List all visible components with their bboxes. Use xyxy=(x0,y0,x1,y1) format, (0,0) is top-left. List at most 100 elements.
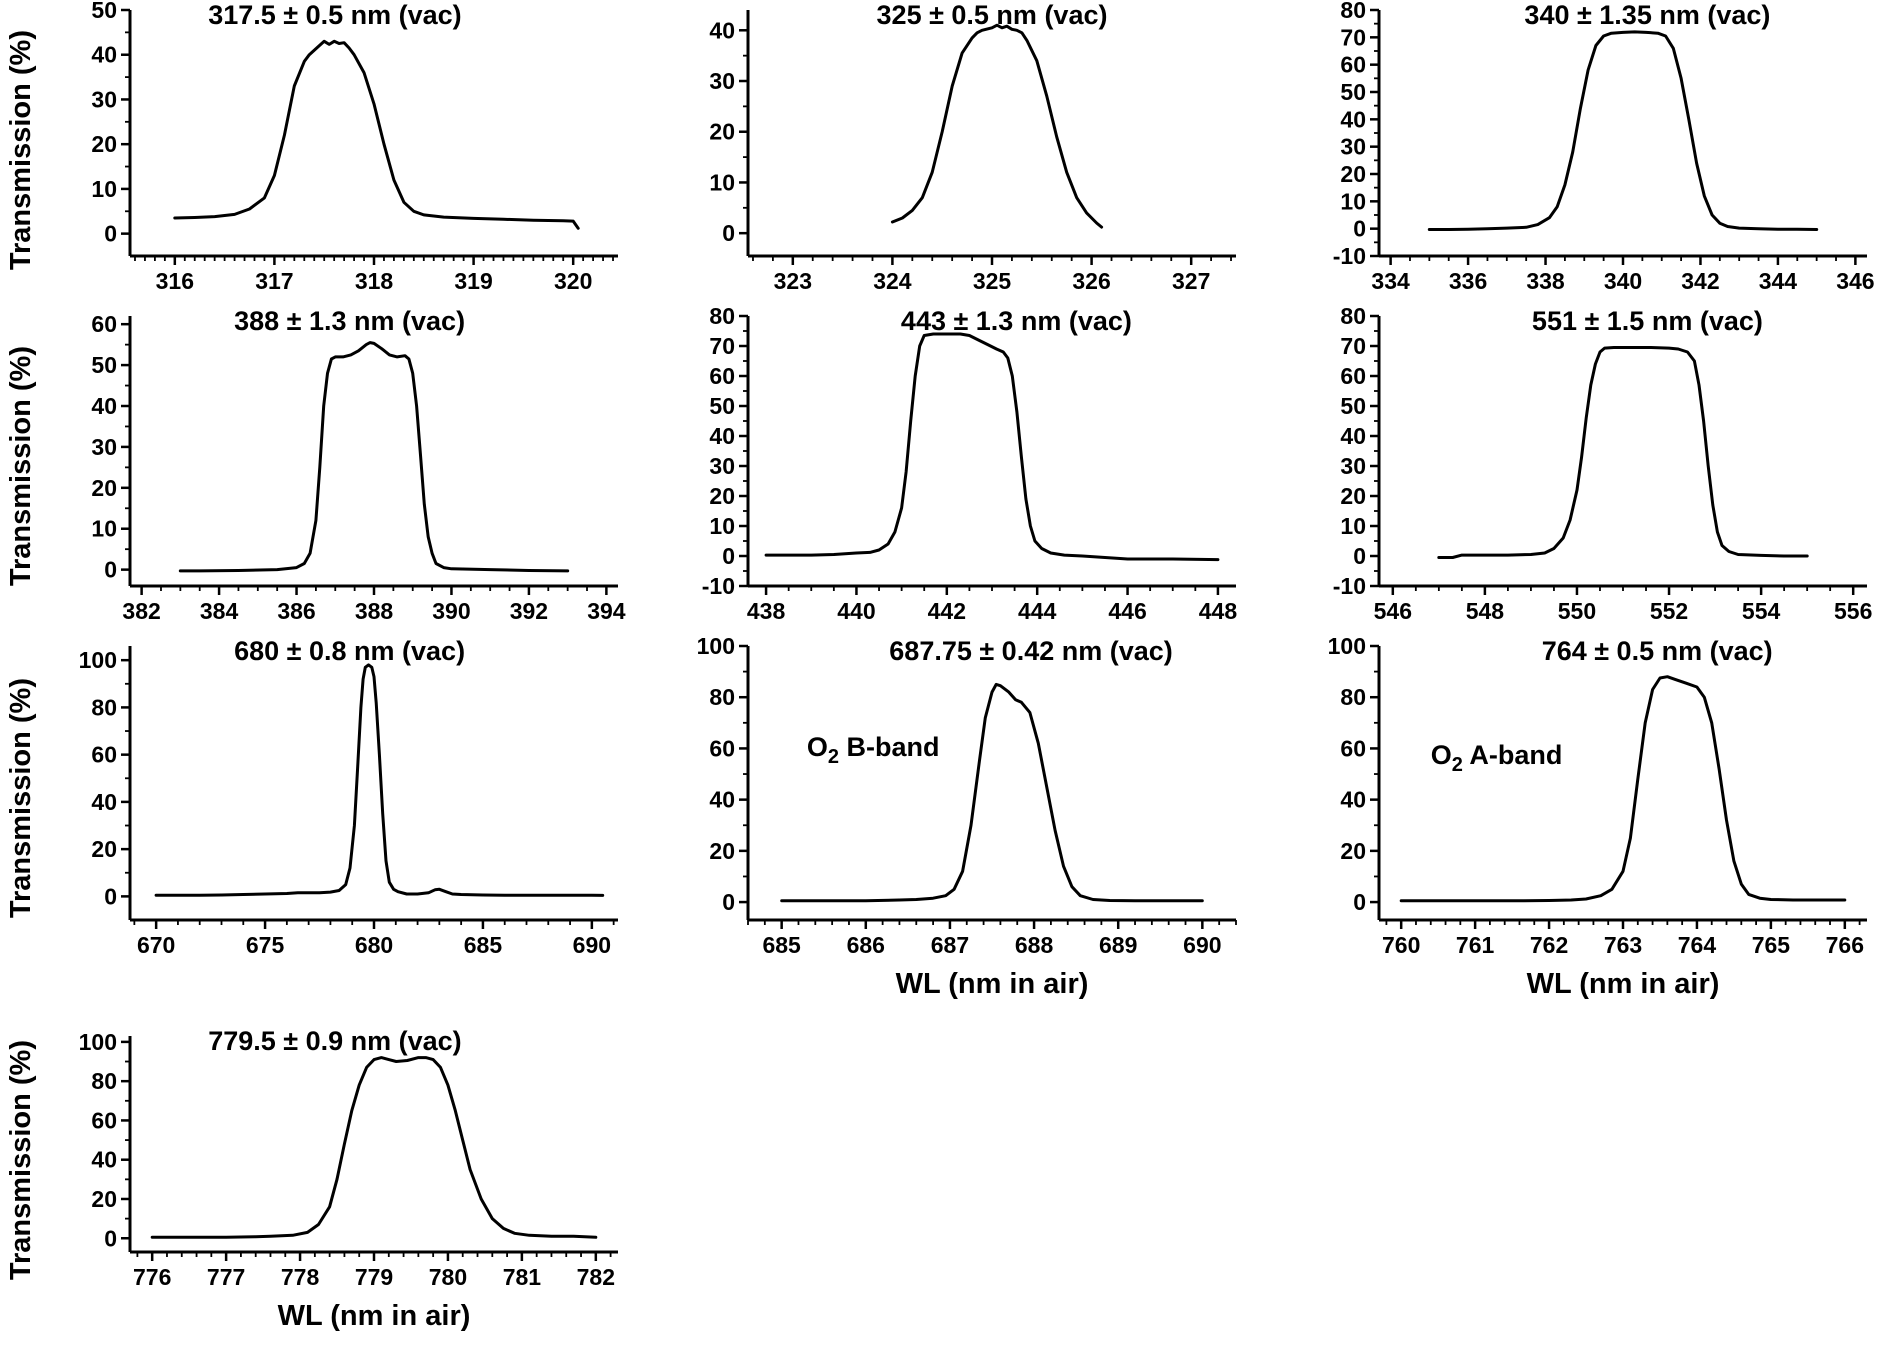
svg-text:30: 30 xyxy=(91,86,117,112)
chart-title: 443 ± 1.3 nm (vac) xyxy=(901,306,1132,336)
svg-text:80: 80 xyxy=(1340,303,1366,329)
svg-text:-10: -10 xyxy=(702,573,735,599)
svg-text:386: 386 xyxy=(277,598,315,624)
svg-text:10: 10 xyxy=(709,513,735,539)
svg-text:0: 0 xyxy=(104,221,117,247)
svg-text:40: 40 xyxy=(91,42,117,68)
svg-text:60: 60 xyxy=(709,363,735,389)
svg-text:342: 342 xyxy=(1681,268,1719,294)
chart-title: 317.5 ± 0.5 nm (vac) xyxy=(208,0,461,30)
svg-text:60: 60 xyxy=(1340,363,1366,389)
plot-cell-340: 334 336 338 340 342 344 346 -10 0 10 20 30 40 50 60 70 8… xyxy=(1263,0,1894,302)
svg-text:-10: -10 xyxy=(1333,243,1366,269)
svg-text:762: 762 xyxy=(1530,932,1568,958)
svg-text:40: 40 xyxy=(1340,106,1366,132)
svg-text:320: 320 xyxy=(554,268,592,294)
svg-text:100: 100 xyxy=(697,633,735,659)
svg-text:552: 552 xyxy=(1650,598,1688,624)
svg-text:675: 675 xyxy=(246,932,285,958)
svg-text:338: 338 xyxy=(1526,268,1565,294)
svg-text:394: 394 xyxy=(587,598,626,624)
chart-title: 680 ± 0.8 nm (vac) xyxy=(234,636,465,666)
svg-text:0: 0 xyxy=(722,889,735,915)
svg-text:50: 50 xyxy=(709,393,735,419)
svg-text:550: 550 xyxy=(1558,598,1596,624)
svg-text:20: 20 xyxy=(1340,483,1366,509)
svg-text:0: 0 xyxy=(104,883,117,909)
chart-779-svg: 776 777 778 779 780 781 782 0 20 40 60 80 100 779.5 ±… xyxy=(79,1026,618,1290)
chart-317-svg: 316 317 318 319 320 0 10 20 30 40 50 317.5 ± 0.5 nm… xyxy=(91,0,618,294)
svg-text:548: 548 xyxy=(1466,598,1505,624)
plot-cell-551: 546 548 550 552 554 556 -10 0 10 20 30 40 50 60 70 80 55… xyxy=(1263,302,1894,632)
svg-text:336: 336 xyxy=(1449,268,1487,294)
svg-text:685: 685 xyxy=(464,932,503,958)
chart-title: 340 ± 1.35 nm (vac) xyxy=(1524,0,1770,30)
svg-text:780: 780 xyxy=(429,1264,467,1290)
y-axis-title-text: Transmission (%) xyxy=(4,677,37,919)
x-axis-title: WL (nm in air) xyxy=(1291,968,1881,1001)
svg-text:0: 0 xyxy=(1353,889,1366,915)
svg-text:20: 20 xyxy=(709,838,735,864)
svg-text:0: 0 xyxy=(104,1225,117,1251)
plot-cell-443: 438 440 442 444 446 448 -10 0 10 20 30 40 50 60 70 80 44… xyxy=(632,302,1263,632)
y-axis-title: Transmission (%) xyxy=(0,632,42,964)
svg-text:80: 80 xyxy=(1340,0,1366,23)
svg-text:546: 546 xyxy=(1374,598,1412,624)
svg-text:70: 70 xyxy=(1340,24,1366,50)
empty-cell xyxy=(1263,1024,1894,1345)
o2-b-band-annotation: O2 B-band xyxy=(807,732,940,768)
chart-687-svg: 685 686 687 688 689 690 0 20 40 60 80 100 687.75 ± 0… xyxy=(697,633,1237,958)
svg-text:384: 384 xyxy=(200,598,239,624)
svg-text:340: 340 xyxy=(1604,268,1642,294)
svg-text:777: 777 xyxy=(207,1264,245,1290)
chart-title: 764 ± 0.5 nm (vac) xyxy=(1542,636,1773,666)
svg-text:70: 70 xyxy=(709,333,735,359)
svg-text:323: 323 xyxy=(774,268,812,294)
svg-text:444: 444 xyxy=(1018,598,1057,624)
svg-text:382: 382 xyxy=(122,598,160,624)
svg-text:0: 0 xyxy=(1353,216,1366,242)
svg-text:689: 689 xyxy=(1099,932,1137,958)
svg-text:20: 20 xyxy=(709,483,735,509)
svg-text:70: 70 xyxy=(1340,333,1366,359)
svg-text:80: 80 xyxy=(91,1068,117,1094)
svg-text:326: 326 xyxy=(1072,268,1110,294)
svg-text:318: 318 xyxy=(355,268,394,294)
svg-text:317: 317 xyxy=(255,268,293,294)
y-axis-title: Transmission (%) xyxy=(0,0,42,300)
plot-cell-779: Transmission (%) 776 777 778 779 780 781 782 0 2… xyxy=(0,1024,632,1345)
svg-text:80: 80 xyxy=(1340,684,1366,710)
svg-text:60: 60 xyxy=(91,742,117,768)
y-axis-title-text: Transmission (%) xyxy=(4,345,37,587)
svg-text:60: 60 xyxy=(1340,735,1366,761)
chart-551-svg: 546 548 550 552 554 556 -10 0 10 20 30 40 50 60 70 80 55… xyxy=(1333,303,1873,624)
svg-text:40: 40 xyxy=(91,1147,117,1173)
svg-text:50: 50 xyxy=(1340,393,1366,419)
svg-text:40: 40 xyxy=(1340,423,1366,449)
svg-text:554: 554 xyxy=(1742,598,1781,624)
svg-text:778: 778 xyxy=(281,1264,320,1290)
svg-text:100: 100 xyxy=(79,647,117,673)
svg-text:764: 764 xyxy=(1678,932,1717,958)
svg-text:680: 680 xyxy=(355,932,393,958)
svg-text:50: 50 xyxy=(91,0,117,23)
svg-text:0: 0 xyxy=(722,220,735,246)
chart-title: 779.5 ± 0.9 nm (vac) xyxy=(208,1026,461,1056)
svg-text:670: 670 xyxy=(137,932,175,958)
chart-title: 325 ± 0.5 nm (vac) xyxy=(877,0,1108,30)
svg-text:390: 390 xyxy=(432,598,470,624)
svg-text:324: 324 xyxy=(873,268,912,294)
svg-text:687: 687 xyxy=(931,932,969,958)
svg-text:10: 10 xyxy=(1340,188,1366,214)
svg-text:316: 316 xyxy=(156,268,194,294)
svg-text:319: 319 xyxy=(454,268,492,294)
chart-title: 551 ± 1.5 nm (vac) xyxy=(1532,306,1763,336)
plot-cell-325: 323 324 325 326 327 0 10 20 30 40 325 ± 0.5 nm (va… xyxy=(632,0,1263,302)
y-axis-title-text: Transmission (%) xyxy=(4,1039,37,1281)
svg-text:556: 556 xyxy=(1834,598,1872,624)
chart-title: 687.75 ± 0.42 nm (vac) xyxy=(889,636,1173,666)
svg-text:20: 20 xyxy=(1340,161,1366,187)
svg-text:50: 50 xyxy=(91,352,117,378)
svg-text:20: 20 xyxy=(91,1186,117,1212)
